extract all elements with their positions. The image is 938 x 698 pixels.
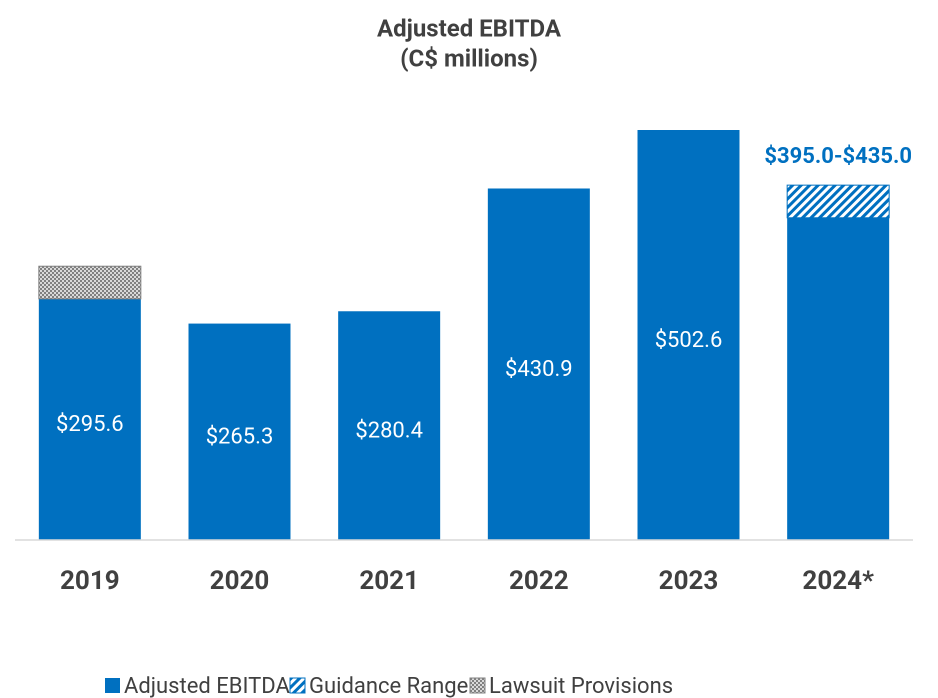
legend-marker	[105, 678, 120, 693]
x-tick-label: 2023	[659, 566, 719, 596]
chart-subtitle: (C$ millions)	[400, 44, 538, 72]
annotation: $395.0-$435.0	[764, 144, 912, 169]
bar-segment	[188, 323, 291, 540]
bar-segment	[338, 311, 441, 540]
bar-segment	[786, 184, 890, 219]
x-tick-label: 2020	[210, 566, 270, 596]
bar-segment	[787, 217, 890, 540]
data-label: $280.4	[355, 418, 423, 443]
x-tick-label: 2024*	[802, 566, 874, 596]
legend-label: Guidance Range	[309, 674, 468, 698]
legend-label: Lawsuit Provisions	[489, 674, 673, 698]
chart-title: Adjusted EBITDA	[377, 14, 562, 42]
x-tick-label: 2019	[60, 566, 120, 596]
legend-label: Adjusted EBITDA	[124, 674, 290, 698]
x-tick-label: 2022	[509, 566, 569, 596]
bar-segment	[637, 130, 740, 540]
data-label: $265.3	[206, 425, 274, 450]
legend-marker	[469, 677, 486, 694]
x-tick-label: 2021	[359, 566, 419, 596]
data-label: $502.6	[655, 328, 723, 353]
bar-segment	[38, 265, 142, 300]
data-label: $430.9	[505, 357, 573, 382]
bar-segment	[487, 188, 590, 540]
data-label: $295.6	[56, 412, 124, 437]
legend-marker	[289, 677, 306, 694]
bar-segment	[38, 298, 141, 540]
